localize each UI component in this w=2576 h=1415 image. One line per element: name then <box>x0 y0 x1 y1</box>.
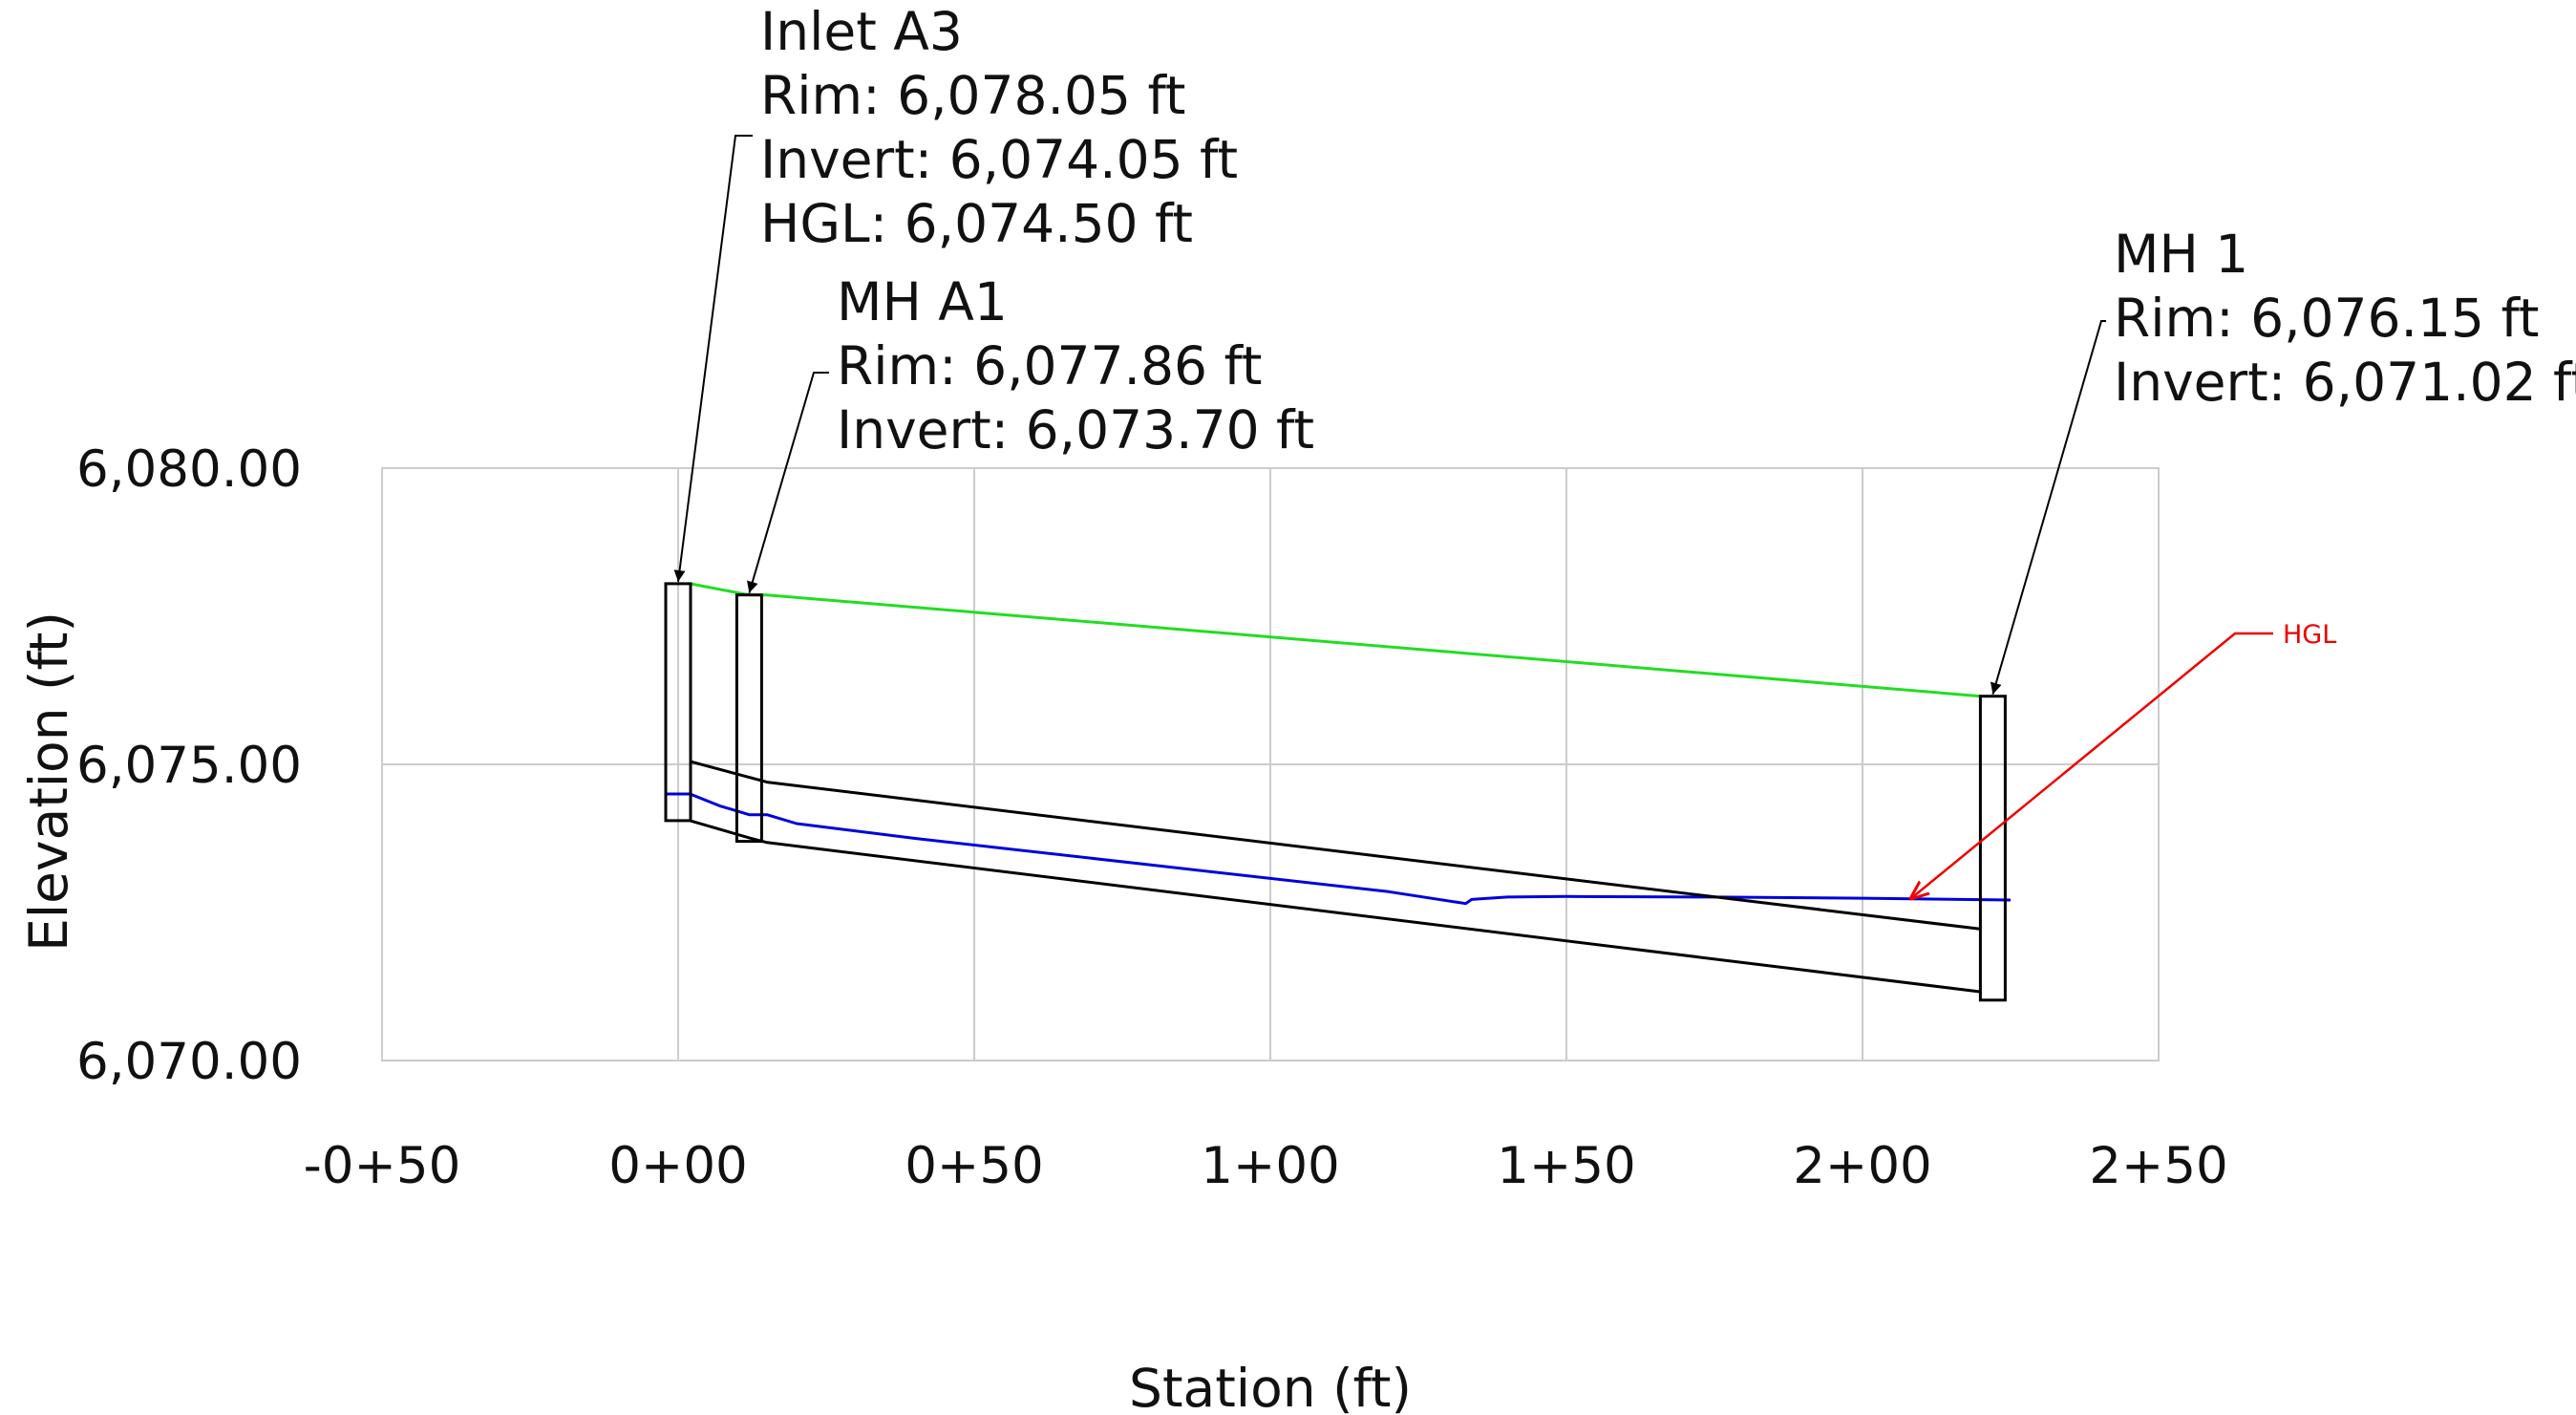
ground-line <box>690 582 1982 698</box>
callout-title: MH 1 <box>2114 224 2248 285</box>
callout-line: HGL: 6,074.50 ft <box>760 193 1193 254</box>
x-tick-label: 1+00 <box>1201 1137 1340 1195</box>
hgl-leader <box>1910 632 2273 899</box>
x-tick-label: 1+50 <box>1497 1137 1636 1195</box>
callout-line: Rim: 6,077.86 ft <box>837 335 1262 397</box>
callout-line: Invert: 6,071.02 ft <box>2114 352 2576 413</box>
callout-leader <box>1990 320 2106 695</box>
callout-title: MH A1 <box>837 271 1008 332</box>
structures-group <box>664 582 2007 1002</box>
callout-line: Invert: 6,074.05 ft <box>760 129 1238 190</box>
y-axis-title: Elevation (ft) <box>18 611 79 952</box>
structure-2 <box>1978 695 2007 1002</box>
pipe-crown-line <box>690 760 1982 931</box>
y-tick-label: 6,080.00 <box>76 440 302 499</box>
grid <box>381 467 2160 1061</box>
hgl-line <box>666 792 2012 906</box>
x-tick-label: 0+00 <box>608 1137 748 1195</box>
structure-1 <box>734 593 763 844</box>
callout-line: Rim: 6,078.05 ft <box>760 65 1185 126</box>
y-tick-label: 6,070.00 <box>76 1033 302 1091</box>
x-axis-title: Station (ft) <box>1129 1358 1412 1415</box>
callout-leader <box>673 135 753 583</box>
x-tick-label: 2+00 <box>1793 1137 1932 1195</box>
callout-line: Rim: 6,076.15 ft <box>2114 288 2539 349</box>
y-tick-label: 6,075.00 <box>76 737 302 795</box>
x-tick-label: -0+50 <box>304 1137 461 1195</box>
structure-0 <box>664 582 692 823</box>
hgl-label: HGL <box>2283 620 2336 650</box>
hgl-annotation: HGL <box>1910 620 2336 899</box>
x-tick-label: 0+50 <box>905 1137 1044 1195</box>
callout-line: Invert: 6,073.70 ft <box>837 399 1314 461</box>
series-group <box>666 582 2012 994</box>
callout-title: Inlet A3 <box>760 1 963 62</box>
callout-leader <box>747 372 829 593</box>
x-tick-label: 2+50 <box>2089 1137 2228 1195</box>
axes-group: -0+50 0+00 0+50 1+00 1+50 2+00 2+50 6,070.00 6,0… <box>18 440 2228 1415</box>
